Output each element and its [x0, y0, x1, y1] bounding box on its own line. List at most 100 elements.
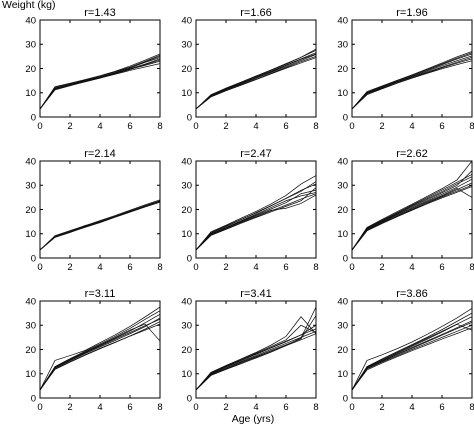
y-tick-label: 0 — [343, 253, 348, 264]
y-tick-label: 0 — [31, 112, 36, 123]
y-tick-label: 0 — [187, 253, 192, 264]
x-tick-label: 4 — [253, 121, 258, 132]
subplot-title: r=1.43 — [84, 7, 116, 19]
series-line-1 — [352, 324, 472, 391]
y-tick-label: 20 — [25, 345, 36, 356]
series-line-4 — [196, 316, 316, 391]
y-tick-label: 20 — [25, 64, 36, 75]
x-tick-label: 2 — [223, 121, 228, 132]
series-line-6 — [352, 323, 472, 391]
axes-frame — [39, 160, 161, 259]
x-tick-label: 8 — [313, 121, 318, 132]
x-tick-label: 4 — [97, 402, 102, 413]
y-tick-label: 40 — [181, 15, 192, 26]
series-line-3 — [40, 201, 160, 251]
y-tick-label: 30 — [337, 40, 348, 51]
x-tick-label: 8 — [469, 121, 474, 132]
series-line-8 — [40, 56, 160, 110]
y-tick-label: 10 — [337, 88, 348, 99]
series-line-9 — [352, 182, 472, 251]
subplot-1: r=1.43 0 10 20 30 40 0 2 4 6 8 — [25, 7, 162, 132]
series-line-7 — [40, 60, 160, 110]
axes-frame — [39, 19, 161, 118]
x-tick-label: 8 — [157, 121, 162, 132]
y-tick-label: 20 — [181, 205, 192, 216]
y-tick-label: 40 — [181, 156, 192, 167]
subplot-4: r=2.14 0 10 20 30 40 0 2 4 6 8 — [25, 148, 162, 273]
y-tick-label: 20 — [337, 345, 348, 356]
y-tick-label: 20 — [25, 205, 36, 216]
y-tick-label: 10 — [181, 88, 192, 99]
x-tick-label: 8 — [469, 262, 474, 273]
x-tick-label: 4 — [409, 121, 414, 132]
subplot-3: r=1.96 0 10 20 30 40 0 2 4 6 8 — [337, 7, 474, 132]
series-line-1 — [40, 201, 160, 251]
x-tick-label: 8 — [469, 402, 474, 413]
series-line-3 — [196, 53, 316, 110]
series-line-8 — [352, 312, 472, 391]
series-line-6 — [40, 323, 160, 391]
x-tick-label: 4 — [97, 121, 102, 132]
x-tick-label: 4 — [409, 402, 414, 413]
y-tick-label: 20 — [337, 205, 348, 216]
series-group — [40, 53, 160, 110]
x-tick-label: 6 — [283, 402, 288, 413]
y-tick-label: 40 — [337, 296, 348, 307]
x-tick-label: 2 — [223, 262, 228, 273]
x-tick-label: 0 — [349, 402, 354, 413]
series-group — [40, 306, 160, 391]
series-line-6 — [196, 324, 316, 391]
x-tick-label: 0 — [193, 121, 198, 132]
x-tick-label: 0 — [193, 262, 198, 273]
series-line-5 — [40, 321, 160, 391]
y-tick-label: 10 — [181, 229, 192, 240]
series-line-2 — [352, 176, 472, 251]
y-axis-label: Weight (kg) — [2, 0, 56, 11]
y-tick-label: 40 — [25, 296, 36, 307]
y-tick-label: 30 — [337, 181, 348, 192]
x-tick-label: 6 — [127, 402, 132, 413]
series-line-3 — [196, 189, 316, 251]
series-line-4 — [352, 307, 472, 391]
y-tick-label: 0 — [343, 112, 348, 123]
series-line-5 — [196, 57, 316, 110]
series-line-3 — [352, 320, 472, 391]
y-tick-label: 30 — [181, 181, 192, 192]
series-line-6 — [196, 48, 316, 110]
series-line-7 — [352, 187, 472, 251]
series-line-6 — [352, 53, 472, 110]
series-line-5 — [352, 60, 472, 110]
x-tick-label: 4 — [409, 262, 414, 273]
series-line-5 — [352, 186, 472, 251]
series-line-1 — [196, 333, 316, 391]
subplot-9: r=3.86 0 10 20 30 40 0 2 4 6 8 — [337, 288, 474, 413]
y-tick-label: 10 — [25, 369, 36, 380]
y-tick-label: 30 — [337, 321, 348, 332]
series-line-3 — [40, 318, 160, 391]
y-tick-label: 10 — [25, 229, 36, 240]
x-tick-label: 6 — [127, 121, 132, 132]
x-tick-label: 2 — [379, 262, 384, 273]
x-tick-label: 8 — [313, 402, 318, 413]
series-group — [196, 175, 316, 251]
y-tick-label: 0 — [187, 393, 192, 404]
x-tick-label: 0 — [37, 402, 42, 413]
series-line-2 — [196, 52, 316, 110]
subplot-title: r=1.66 — [240, 7, 272, 19]
series-line-4 — [352, 51, 472, 110]
x-tick-label: 6 — [439, 121, 444, 132]
y-tick-label: 10 — [181, 369, 192, 380]
subplot-2: r=1.66 0 10 20 30 40 0 2 4 6 8 — [181, 7, 318, 132]
subplot-title: r=1.96 — [396, 7, 428, 19]
y-tick-label: 0 — [187, 112, 192, 123]
series-group — [352, 51, 472, 110]
y-tick-label: 40 — [337, 156, 348, 167]
axes-frame — [195, 19, 317, 118]
series-line-2 — [196, 183, 316, 251]
axes-frame — [195, 160, 317, 259]
y-tick-label: 10 — [25, 88, 36, 99]
series-group — [352, 307, 472, 391]
x-axis-label: Age (yrs) — [232, 413, 275, 425]
